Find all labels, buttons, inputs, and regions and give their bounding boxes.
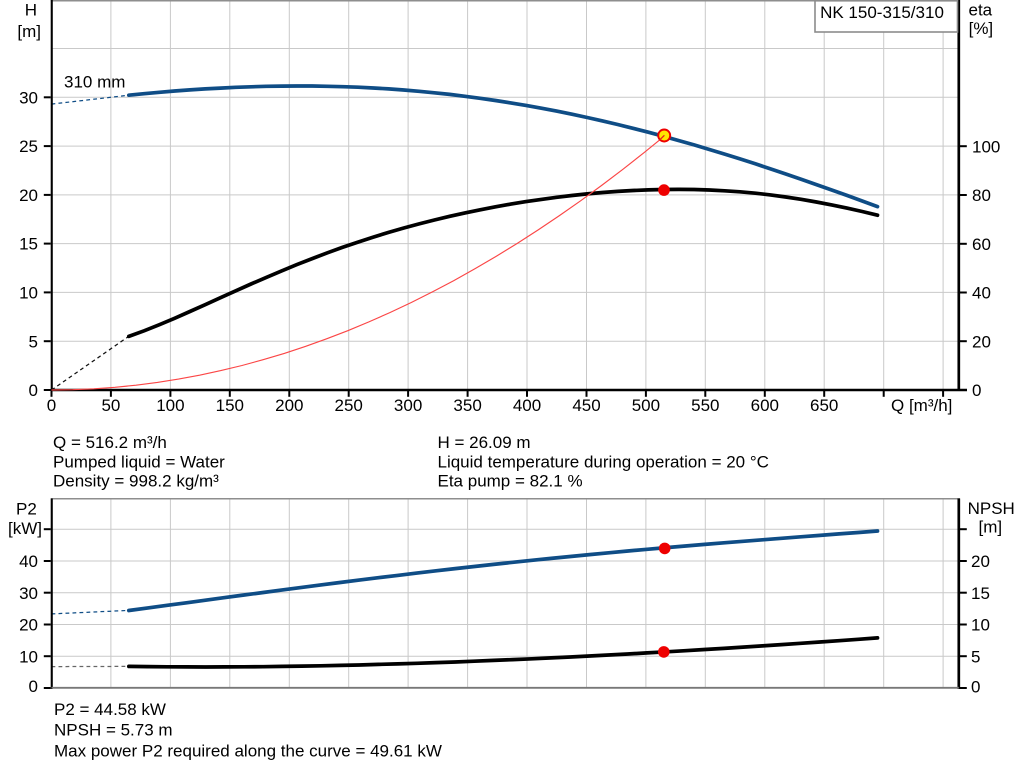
svg-text:[m]: [m] <box>17 22 41 41</box>
svg-text:400: 400 <box>513 396 541 415</box>
svg-text:0: 0 <box>972 381 981 400</box>
svg-text:500: 500 <box>632 396 660 415</box>
svg-text:350: 350 <box>453 396 481 415</box>
svg-text:550: 550 <box>691 396 719 415</box>
svg-text:H = 26.09 m: H = 26.09 m <box>438 433 531 452</box>
svg-text:0: 0 <box>29 381 38 400</box>
svg-text:0: 0 <box>971 678 980 697</box>
svg-text:Q [m³/h]: Q [m³/h] <box>891 396 952 415</box>
svg-text:Pumped liquid = Water: Pumped liquid = Water <box>53 452 225 471</box>
svg-text:100: 100 <box>972 137 1000 156</box>
svg-text:H: H <box>25 1 37 20</box>
svg-text:5: 5 <box>29 332 38 351</box>
svg-text:Liquid temperature during oper: Liquid temperature during operation = 20… <box>438 452 769 471</box>
svg-text:P2 = 44.58 kW: P2 = 44.58 kW <box>54 700 166 719</box>
svg-text:25: 25 <box>19 137 38 156</box>
svg-text:Q = 516.2 m³/h: Q = 516.2 m³/h <box>53 433 167 452</box>
svg-text:15: 15 <box>19 235 38 254</box>
svg-text:10: 10 <box>19 647 38 666</box>
svg-text:20: 20 <box>971 552 990 571</box>
svg-text:15: 15 <box>971 584 990 603</box>
svg-text:10: 10 <box>19 284 38 303</box>
svg-text:80: 80 <box>972 186 991 205</box>
svg-text:30: 30 <box>19 584 38 603</box>
svg-text:40: 40 <box>972 284 991 303</box>
svg-text:650: 650 <box>810 396 838 415</box>
svg-text:NPSH = 5.73 m: NPSH = 5.73 m <box>54 720 173 739</box>
svg-text:40: 40 <box>19 552 38 571</box>
svg-text:NK 150-315/310: NK 150-315/310 <box>820 3 944 22</box>
svg-text:[%]: [%] <box>969 19 994 38</box>
svg-text:[kW]: [kW] <box>8 519 42 538</box>
svg-text:10: 10 <box>971 616 990 635</box>
svg-text:60: 60 <box>972 235 991 254</box>
svg-text:50: 50 <box>101 396 120 415</box>
svg-text:0: 0 <box>47 396 56 415</box>
svg-text:Eta pump = 82.1 %: Eta pump = 82.1 % <box>438 472 583 491</box>
svg-text:150: 150 <box>216 396 244 415</box>
svg-text:P2: P2 <box>16 499 37 518</box>
svg-text:30: 30 <box>19 88 38 107</box>
svg-text:200: 200 <box>275 396 303 415</box>
svg-text:[m]: [m] <box>979 517 1003 536</box>
svg-text:20: 20 <box>19 616 38 635</box>
svg-text:5: 5 <box>971 647 980 666</box>
svg-text:450: 450 <box>572 396 600 415</box>
svg-text:600: 600 <box>751 396 779 415</box>
svg-text:310 mm: 310 mm <box>64 73 125 92</box>
svg-text:eta: eta <box>969 0 993 19</box>
svg-text:20: 20 <box>972 332 991 351</box>
svg-text:300: 300 <box>394 396 422 415</box>
svg-text:NPSH: NPSH <box>968 499 1015 518</box>
svg-text:100: 100 <box>156 396 184 415</box>
svg-text:0: 0 <box>29 677 38 696</box>
svg-text:20: 20 <box>19 186 38 205</box>
svg-text:Density = 998.2 kg/m³: Density = 998.2 kg/m³ <box>53 472 219 491</box>
svg-text:Max power P2 required along th: Max power P2 required along the curve = … <box>54 742 442 761</box>
svg-text:250: 250 <box>335 396 363 415</box>
